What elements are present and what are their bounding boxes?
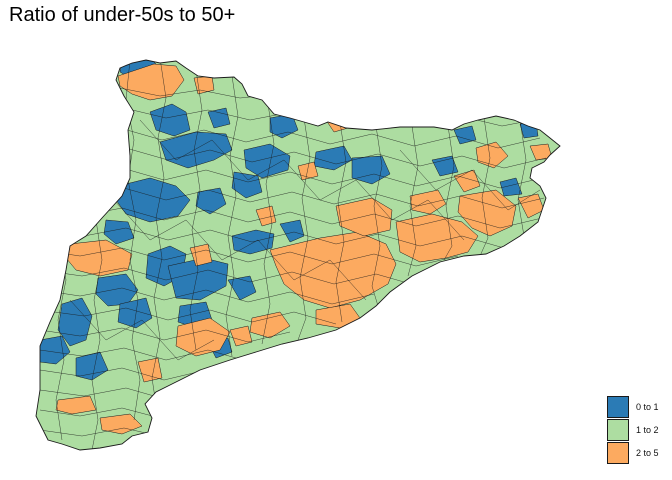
band-2-5-areas bbox=[55, 63, 553, 435]
legend-swatch-2-to-5 bbox=[607, 442, 629, 464]
legend-label-2-to-5: 2 to 5 bbox=[636, 448, 659, 458]
region-outline bbox=[35, 59, 561, 451]
legend-label-0-to-1: 0 to 1 bbox=[636, 402, 659, 412]
map-title: Ratio of under-50s to 50+ bbox=[9, 4, 236, 26]
legend-swatch-0-to-1 bbox=[607, 396, 629, 418]
legend-label-1-to-2: 1 to 2 bbox=[636, 425, 659, 435]
legend-swatch-1-to-2 bbox=[607, 419, 629, 441]
